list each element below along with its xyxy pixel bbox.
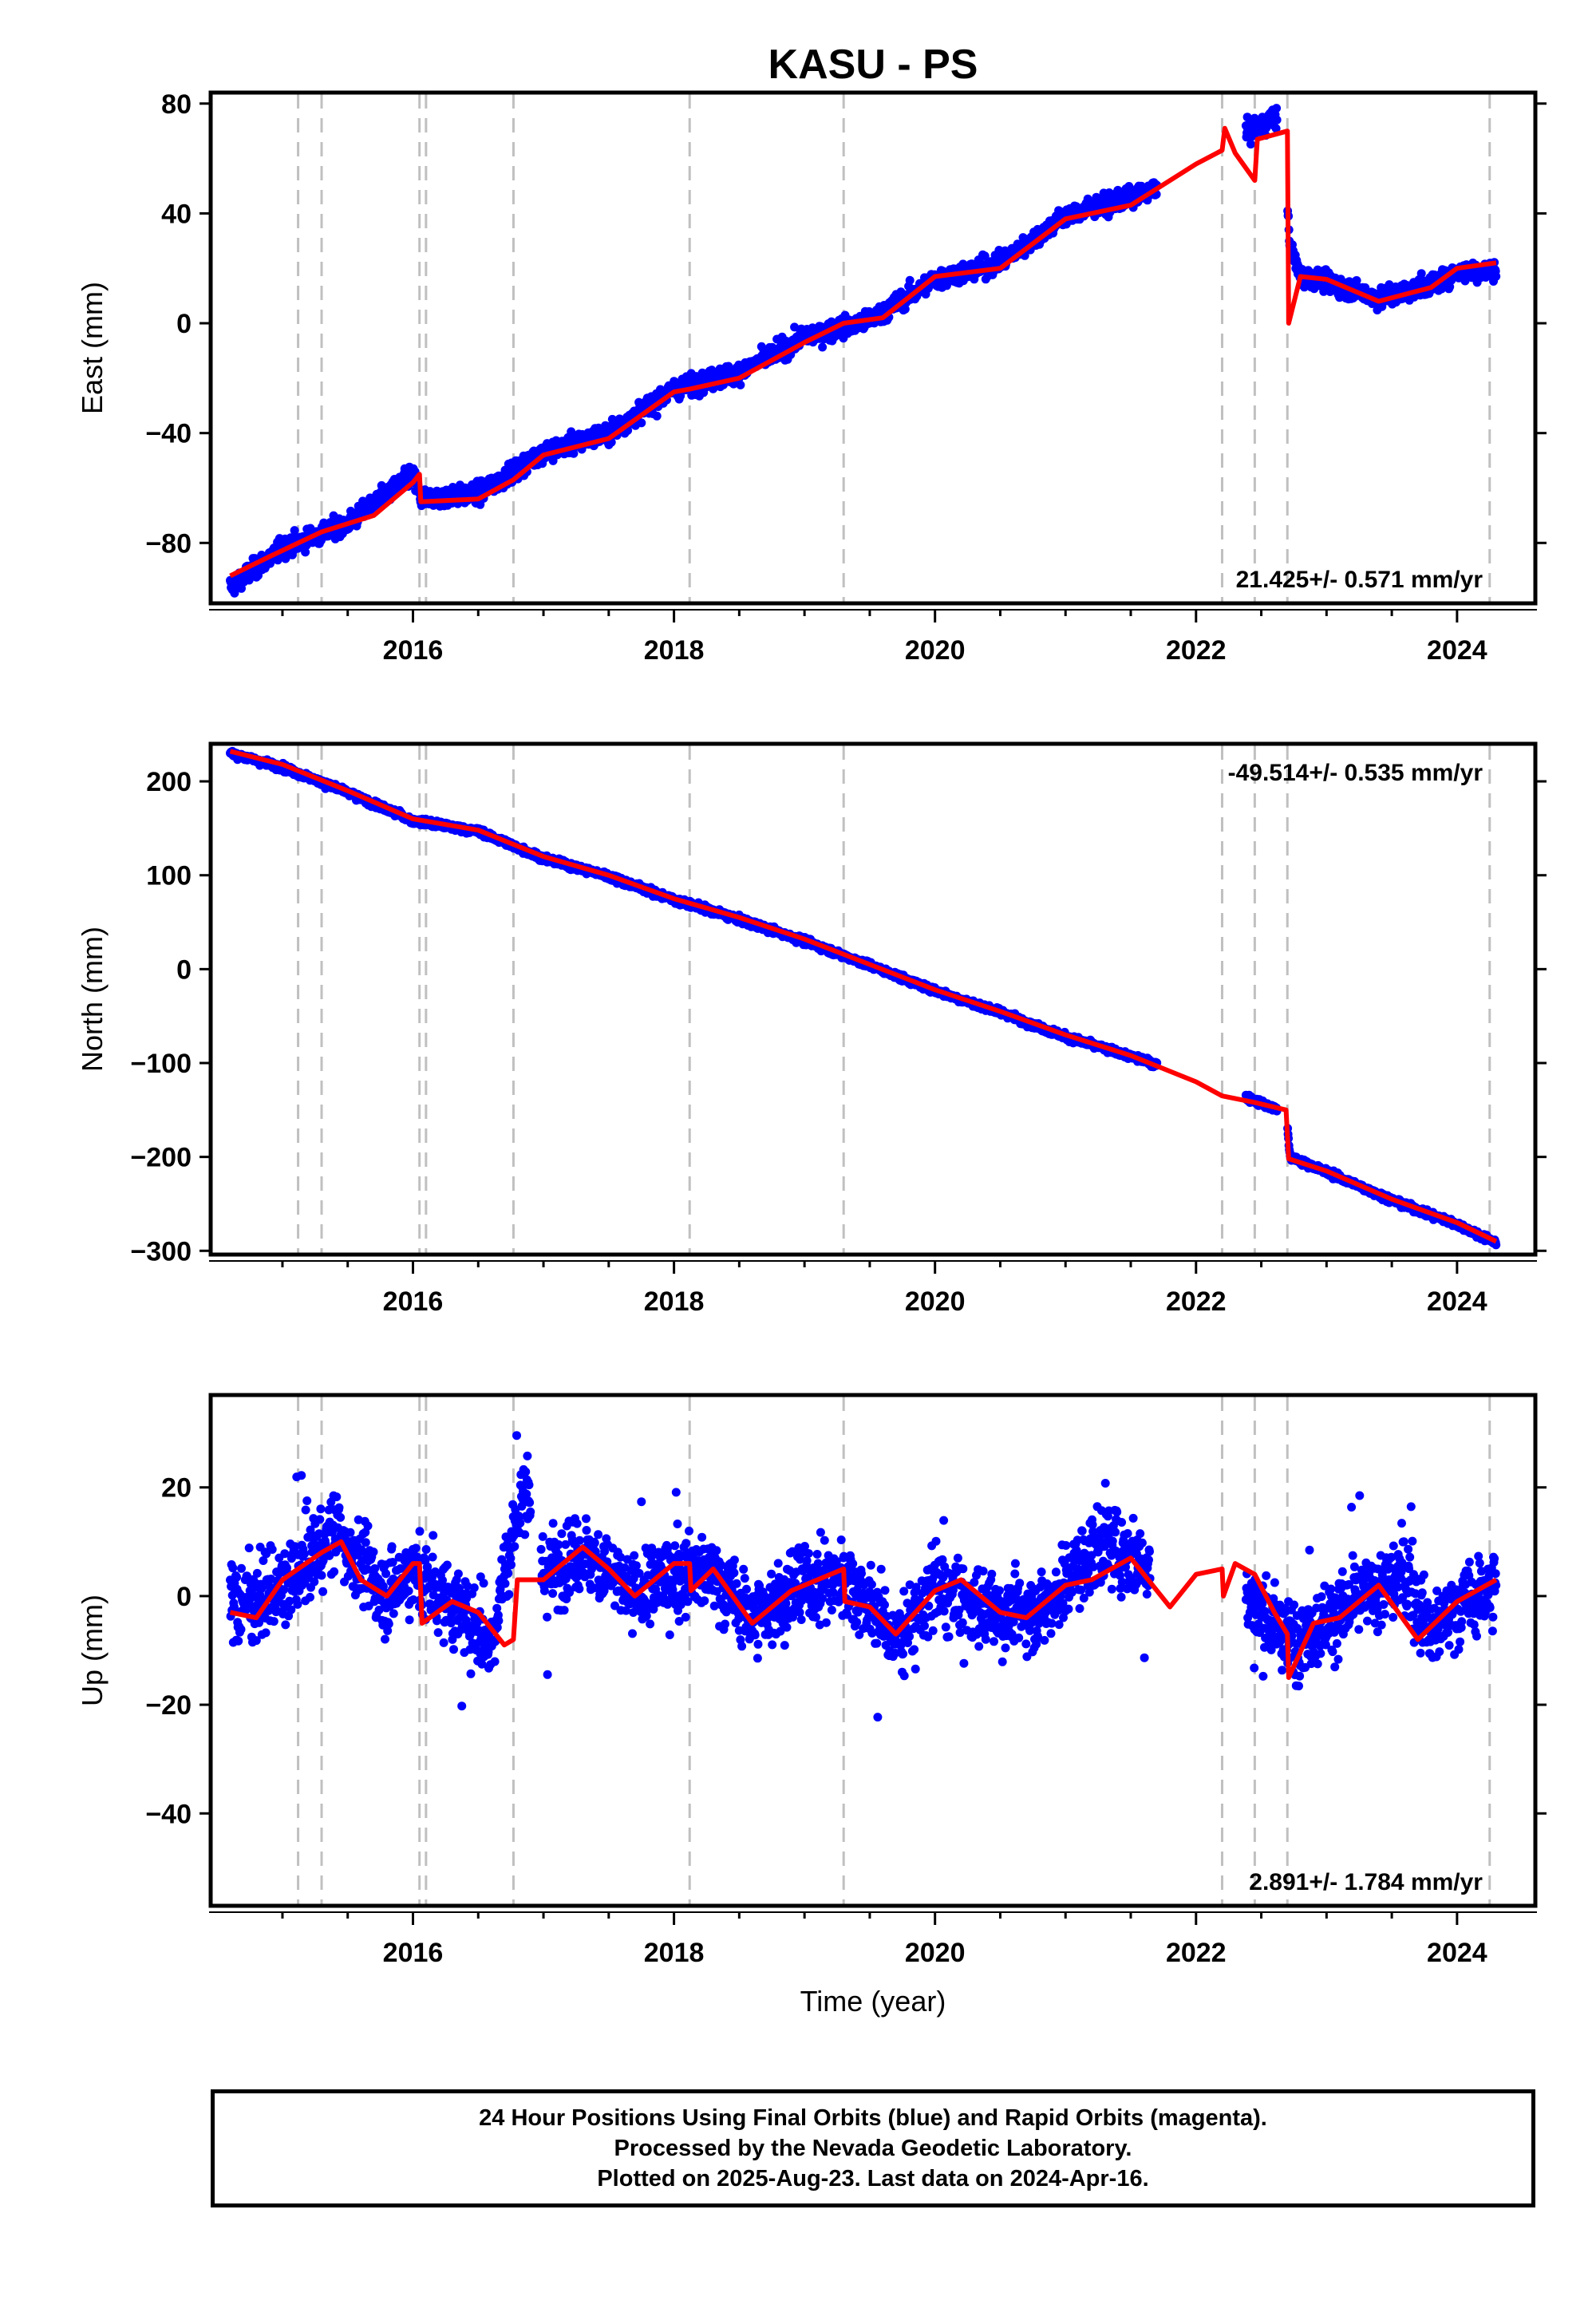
data-point [790, 322, 800, 332]
y-tick-label: 80 [161, 89, 192, 120]
data-point [652, 411, 662, 421]
data-point [1271, 124, 1281, 133]
data-point [1416, 269, 1426, 279]
x-tick-label: 2016 [383, 635, 444, 666]
data-point [818, 342, 828, 352]
data-point [290, 526, 299, 536]
plot-frame [208, 90, 1538, 606]
data-point [1246, 140, 1255, 149]
data-point [900, 304, 910, 314]
north-panel: 2016 2018 2020 2022 20242001000−100−200−300N… [76, 741, 1547, 1317]
y-axis-title: East (mm) [76, 282, 109, 414]
observation-points [226, 746, 1501, 1250]
data-point [980, 251, 990, 261]
x-tick-label: 2018 [644, 635, 705, 666]
data-point [736, 380, 745, 389]
model-line [229, 125, 1497, 579]
rate-label: 21.425+/- 0.571 mm/yr [1236, 567, 1483, 593]
data-point [1491, 271, 1501, 281]
y-tick-label: −40 [145, 419, 192, 449]
east-panel: 2016 2018 2020 2022 2024 80 40 0 −40 −80 East (mm)… [76, 89, 1547, 666]
x-tick-label: 2020 [905, 635, 966, 666]
x-tick-label: 2022 [1166, 635, 1227, 666]
data-point [301, 547, 310, 557]
data-point [1272, 104, 1282, 113]
observation-points [226, 104, 1501, 598]
data-point [905, 275, 915, 285]
y-tick-label: −80 [145, 528, 192, 559]
chart-title: KASU - PS [768, 41, 978, 88]
data-point [1272, 115, 1282, 124]
y-tick-label: 40 [161, 199, 192, 229]
y-tick-label: 0 [176, 309, 192, 339]
data-point [230, 588, 239, 598]
x-tick-label: 2024 [1427, 635, 1487, 666]
data-point [637, 418, 646, 428]
data-point [1445, 282, 1455, 291]
